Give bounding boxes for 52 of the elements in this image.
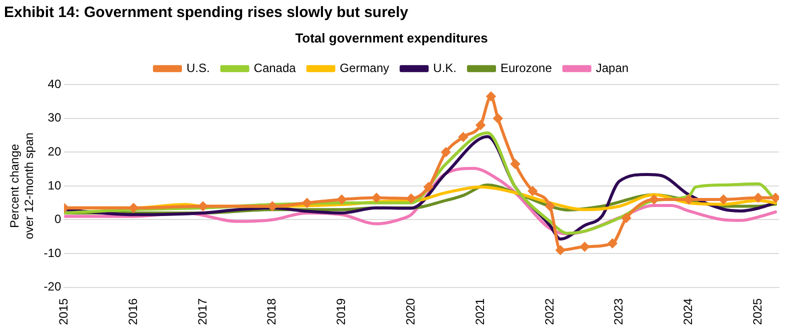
legend-label: Germany [340, 60, 390, 75]
point [486, 92, 496, 101]
x-tick-label: 2017 [195, 298, 210, 326]
x-tick-label: 2019 [334, 298, 348, 326]
point [771, 193, 779, 202]
x-tick-label: 2016 [126, 298, 140, 326]
x-tick-label: 2021 [472, 298, 487, 326]
legend-label: Eurozone [500, 60, 552, 75]
point [622, 214, 631, 223]
x-tick-label: 2015 [56, 298, 70, 326]
chart-subtitle: Total government expenditures [295, 30, 488, 46]
legend-label: U.K. [433, 60, 457, 75]
point [718, 194, 728, 204]
y-tick-label: 40 [48, 76, 62, 91]
point [198, 202, 208, 211]
x-tick-label: 2023 [612, 298, 626, 326]
point [406, 194, 416, 203]
legend-label: U.S. [186, 60, 210, 75]
y-tick-label: -20 [44, 280, 62, 294]
point [608, 238, 617, 248]
point [754, 193, 763, 202]
x-tick-label: 2018 [264, 298, 279, 326]
point [129, 203, 138, 212]
chart-title: Exhibit 14: Government spending rises slowly but surely [3, 3, 410, 23]
legend-label: Japan [596, 60, 629, 75]
point [580, 242, 590, 252]
point [337, 194, 346, 204]
point [493, 114, 502, 123]
point [684, 194, 694, 204]
point [424, 182, 434, 192]
point [372, 193, 381, 202]
point [302, 198, 312, 208]
point [510, 159, 520, 168]
legend-label: Canada [254, 60, 296, 75]
point [268, 202, 277, 211]
x-tick-label: 2025 [750, 298, 764, 326]
y-tick-label: 30 [48, 110, 62, 125]
point [650, 194, 659, 204]
point [556, 246, 565, 255]
x-tick-label: 2024 [681, 298, 696, 326]
x-tick-label: 2020 [403, 298, 418, 326]
point [528, 186, 538, 196]
point [441, 148, 450, 157]
y-tick-label: -10 [44, 246, 62, 260]
y-tick-label: 20 [48, 144, 62, 158]
y-tick-label: 10 [48, 178, 62, 192]
point [545, 202, 554, 211]
y-tick-label: 0 [54, 212, 62, 226]
point [476, 120, 486, 130]
x-tick-label: 2022 [542, 298, 556, 326]
y-axis-title: Percent change over 12-month span [8, 132, 36, 240]
point [458, 132, 468, 142]
